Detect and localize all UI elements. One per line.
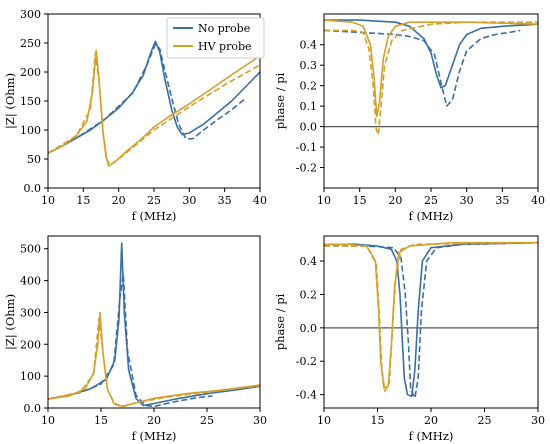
y-tick-label: 0.0 <box>24 182 42 195</box>
x-tick-label: 15 <box>371 414 385 427</box>
panel-impedance-bottom: 10 15 20 25 30 0.0 100 200 300 400 500 f (MHz) |Z| (… <box>3 235 267 443</box>
x-tick-label: 10 <box>41 414 55 427</box>
y-tick-label: 100 <box>20 370 41 383</box>
y-tick-label: 0.1 <box>300 100 318 113</box>
series-impedance-bottom-no_probe-solid <box>48 242 260 407</box>
axes-frame-impedance-bottom <box>47 235 261 409</box>
x-tick-label: 35 <box>218 194 232 207</box>
legend-label-no-probe: No probe <box>198 22 250 35</box>
y-axis-label: |Z| (Ohm) <box>3 73 18 129</box>
y-tick-label: -0.4 <box>296 389 317 402</box>
x-tick-label: 30 <box>253 414 267 427</box>
y-tick-label: 0.3 <box>300 59 318 72</box>
x-axis-label: f (MHz) <box>409 209 454 223</box>
x-tick-label: 15 <box>76 194 90 207</box>
y-tick-label: 0.0 <box>24 402 42 415</box>
y-tick-label: -0.2 <box>296 162 317 175</box>
series-phase-top-hv_probe-solid <box>324 19 538 118</box>
y-tick-label: 500 <box>20 243 41 256</box>
series-impedance-top-hv_probe-dashed <box>48 52 260 166</box>
y-tick-label: 300 <box>20 8 41 21</box>
y-tick-label: 400 <box>20 275 41 288</box>
y-tick-label: 200 <box>20 66 41 79</box>
y-tick-label: 50 <box>27 153 41 166</box>
legend-label-hv-probe: HV probe <box>198 40 252 53</box>
x-tick-label: 35 <box>495 194 509 207</box>
x-tick-label: 20 <box>424 414 438 427</box>
series-phase-bottom-hv_probe-solid <box>324 241 538 389</box>
x-tick-label: 30 <box>460 194 474 207</box>
x-axis-label: f (MHz) <box>132 429 177 443</box>
series-impedance-top-hv_probe-solid <box>48 49 260 167</box>
y-tick-label: 0.0 <box>300 322 318 335</box>
series-phase-bottom-hv_probe-dashed <box>324 241 538 393</box>
y-tick-label: -0.1 <box>296 141 317 154</box>
y-tick-label: 150 <box>20 95 41 108</box>
x-tick-label: 40 <box>531 194 545 207</box>
series-impedance-top-no_probe-dashed <box>48 43 247 154</box>
x-tick-label: 25 <box>200 414 214 427</box>
y-tick-label: 100 <box>20 124 41 137</box>
x-tick-label: 10 <box>41 194 55 207</box>
x-tick-label: 40 <box>253 194 267 207</box>
x-tick-label: 20 <box>388 194 402 207</box>
x-tick-label: 25 <box>478 414 492 427</box>
y-tick-label: 0.4 <box>300 39 318 52</box>
y-tick-label: 0.2 <box>300 288 318 301</box>
legend: No probe HV probe <box>166 17 265 59</box>
axes-frame-phase-top <box>323 13 539 189</box>
x-tick-label: 20 <box>112 194 126 207</box>
y-axis-label: phase / pi <box>273 293 287 350</box>
series-phase-top-hv_probe-dashed <box>324 21 538 136</box>
x-tick-label: 15 <box>94 414 108 427</box>
x-tick-label: 10 <box>317 414 331 427</box>
x-tick-label: 10 <box>317 194 331 207</box>
y-tick-label: -0.2 <box>296 355 317 368</box>
x-tick-label: 25 <box>147 194 161 207</box>
y-axis-label: |Z| (Ohm) <box>3 294 18 350</box>
series-impedance-bottom-no_probe-dashed <box>48 273 213 408</box>
series-phase-top-no_probe-solid <box>324 19 538 89</box>
series-phase-bottom-no_probe-solid <box>324 241 538 398</box>
series-phase-top-no_probe-dashed <box>324 29 521 107</box>
y-axis-label: phase / pi <box>273 72 287 129</box>
x-tick-label: 25 <box>424 194 438 207</box>
x-axis-label: f (MHz) <box>409 429 454 443</box>
y-tick-label: 0.0 <box>300 121 318 134</box>
y-tick-label: 200 <box>20 338 41 351</box>
series-phase-bottom-no_probe-dashed <box>324 241 538 399</box>
panel-phase-top: 10 15 20 25 30 35 40 -0.2 -0.1 0.0 0.1 0.2 0.3 0.4 f (… <box>273 13 545 223</box>
panel-impedance-top: 10 15 20 25 30 35 40 0.0 50 100 150 200 250 300 f (MHz… <box>3 8 267 223</box>
x-tick-label: 20 <box>147 414 161 427</box>
x-tick-label: 15 <box>353 194 367 207</box>
y-tick-label: 250 <box>20 37 41 50</box>
series-impedance-bottom-hv_probe-dashed <box>48 318 260 408</box>
y-tick-label: 300 <box>20 306 41 319</box>
y-tick-label: 0.2 <box>300 80 318 93</box>
x-axis-label: f (MHz) <box>132 209 177 223</box>
x-tick-label: 30 <box>531 414 545 427</box>
panel-phase-bottom: 10 15 20 25 30 -0.4 -0.2 0.0 0.2 0.4 f (MHz) phase … <box>273 235 545 443</box>
x-tick-label: 30 <box>182 194 196 207</box>
y-tick-label: 0.4 <box>300 255 318 268</box>
axes-frame-phase-bottom <box>323 235 539 409</box>
